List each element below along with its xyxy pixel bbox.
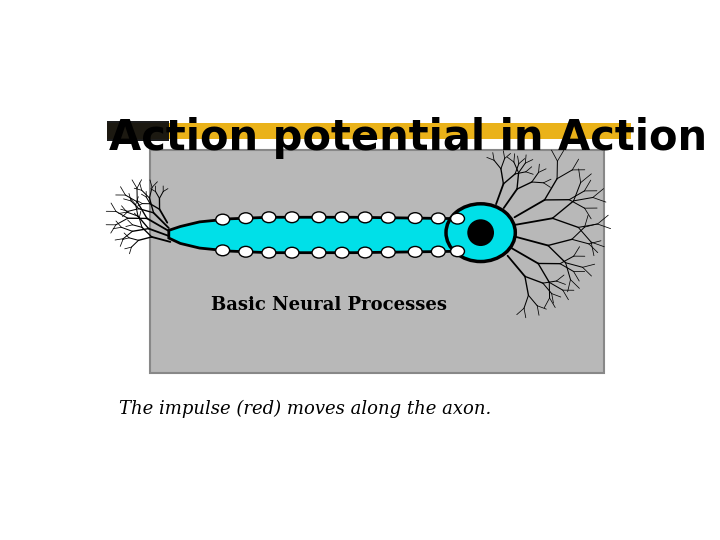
Ellipse shape [408,213,422,224]
Ellipse shape [262,212,276,222]
Ellipse shape [239,213,253,224]
Ellipse shape [216,214,230,225]
Ellipse shape [382,212,395,223]
Ellipse shape [335,247,349,258]
Bar [107,121,168,141]
Ellipse shape [382,247,395,258]
Text: The impulse (red) moves along the axon.: The impulse (red) moves along the axon. [119,400,491,418]
Polygon shape [168,217,469,253]
Ellipse shape [359,247,372,258]
Bar [150,150,604,373]
Ellipse shape [312,212,326,222]
Text: Basic Neural Processes: Basic Neural Processes [211,296,447,314]
Ellipse shape [451,213,464,224]
Ellipse shape [359,212,372,223]
Ellipse shape [446,204,516,261]
Bar [107,123,631,139]
Circle shape [468,220,493,245]
Ellipse shape [431,213,445,224]
Ellipse shape [335,212,349,222]
Ellipse shape [285,247,299,258]
Ellipse shape [216,245,230,256]
Ellipse shape [451,246,464,256]
Ellipse shape [262,247,276,258]
Ellipse shape [431,246,445,257]
Ellipse shape [408,246,422,257]
Text: Action potential in Action: Action potential in Action [109,117,707,159]
Ellipse shape [285,212,299,222]
Ellipse shape [312,247,326,258]
Ellipse shape [239,246,253,257]
